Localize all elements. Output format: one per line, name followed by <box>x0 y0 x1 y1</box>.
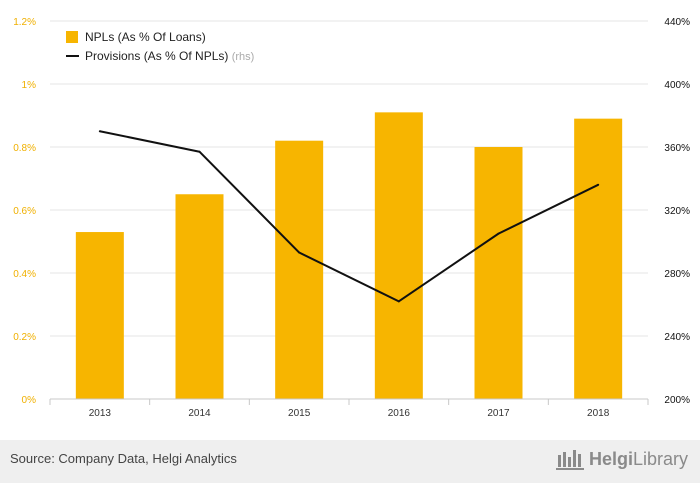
line-point-2013 <box>98 130 101 133</box>
library-logo-icon <box>555 450 584 470</box>
left-tick-label: 0.8% <box>13 143 36 154</box>
left-tick-label: 0.2% <box>13 332 36 343</box>
bar-2014 <box>175 194 224 399</box>
footer <box>0 440 700 483</box>
right-tick-label: 280% <box>664 269 690 280</box>
right-tick-label: 320% <box>664 206 690 217</box>
legend-swatch-bar <box>66 31 78 43</box>
line-series <box>98 130 600 303</box>
right-tick-label: 360% <box>664 143 690 154</box>
bar-2016 <box>374 112 423 399</box>
legend: NPLs (As % Of Loans) Provisions (As % Of … <box>66 30 254 63</box>
legend-label-line: Provisions (As % Of NPLs) (rhs) <box>85 49 254 63</box>
provisions-line <box>99 130 599 303</box>
bar-2017 <box>474 147 523 399</box>
brand-name-part1: Helgi <box>588 448 633 469</box>
line-point-2016 <box>397 300 400 303</box>
right-tick-label: 200% <box>664 395 690 406</box>
left-tick-label: 0% <box>22 395 37 406</box>
x-tick-label: 2013 <box>89 408 112 419</box>
left-tick-label: 1.2% <box>13 17 36 28</box>
bar-2018 <box>574 118 623 400</box>
legend-label-bar: NPLs (As % Of Loans) <box>85 30 206 44</box>
chart: 0% 0.2% 0.4% 0.6% 0.8% 1% 1.2% 200% 240% 280% 320%… <box>13 17 690 419</box>
bar-series <box>75 112 623 400</box>
x-tick-label: 2015 <box>288 408 311 419</box>
brand-name-part2: Library <box>632 448 688 469</box>
line-point-2018 <box>597 183 600 186</box>
gridlines <box>50 20 648 337</box>
bar-2015 <box>275 140 324 399</box>
x-tick-label: 2018 <box>587 408 610 419</box>
x-tick-label: 2016 <box>388 408 411 419</box>
left-tick-label: 1% <box>22 80 37 91</box>
right-tick-label: 440% <box>664 17 690 28</box>
x-tick-label: 2014 <box>188 408 211 419</box>
right-tick-label: 400% <box>664 80 690 91</box>
right-tick-label: 240% <box>664 332 690 343</box>
left-tick-label: 0.4% <box>13 269 36 280</box>
line-point-2014 <box>198 150 201 153</box>
axes: 0% 0.2% 0.4% 0.6% 0.8% 1% 1.2% 200% 240% 280% 320%… <box>13 17 690 419</box>
brand-logo: Helgi Library <box>555 447 688 471</box>
line-point-2017 <box>497 232 500 235</box>
x-tick-label: 2017 <box>487 408 510 419</box>
bar-2013 <box>75 232 124 399</box>
left-tick-label: 0.6% <box>13 206 36 217</box>
source-note: Source: Company Data, Helgi Analytics <box>10 451 237 466</box>
line-point-2015 <box>298 251 301 254</box>
